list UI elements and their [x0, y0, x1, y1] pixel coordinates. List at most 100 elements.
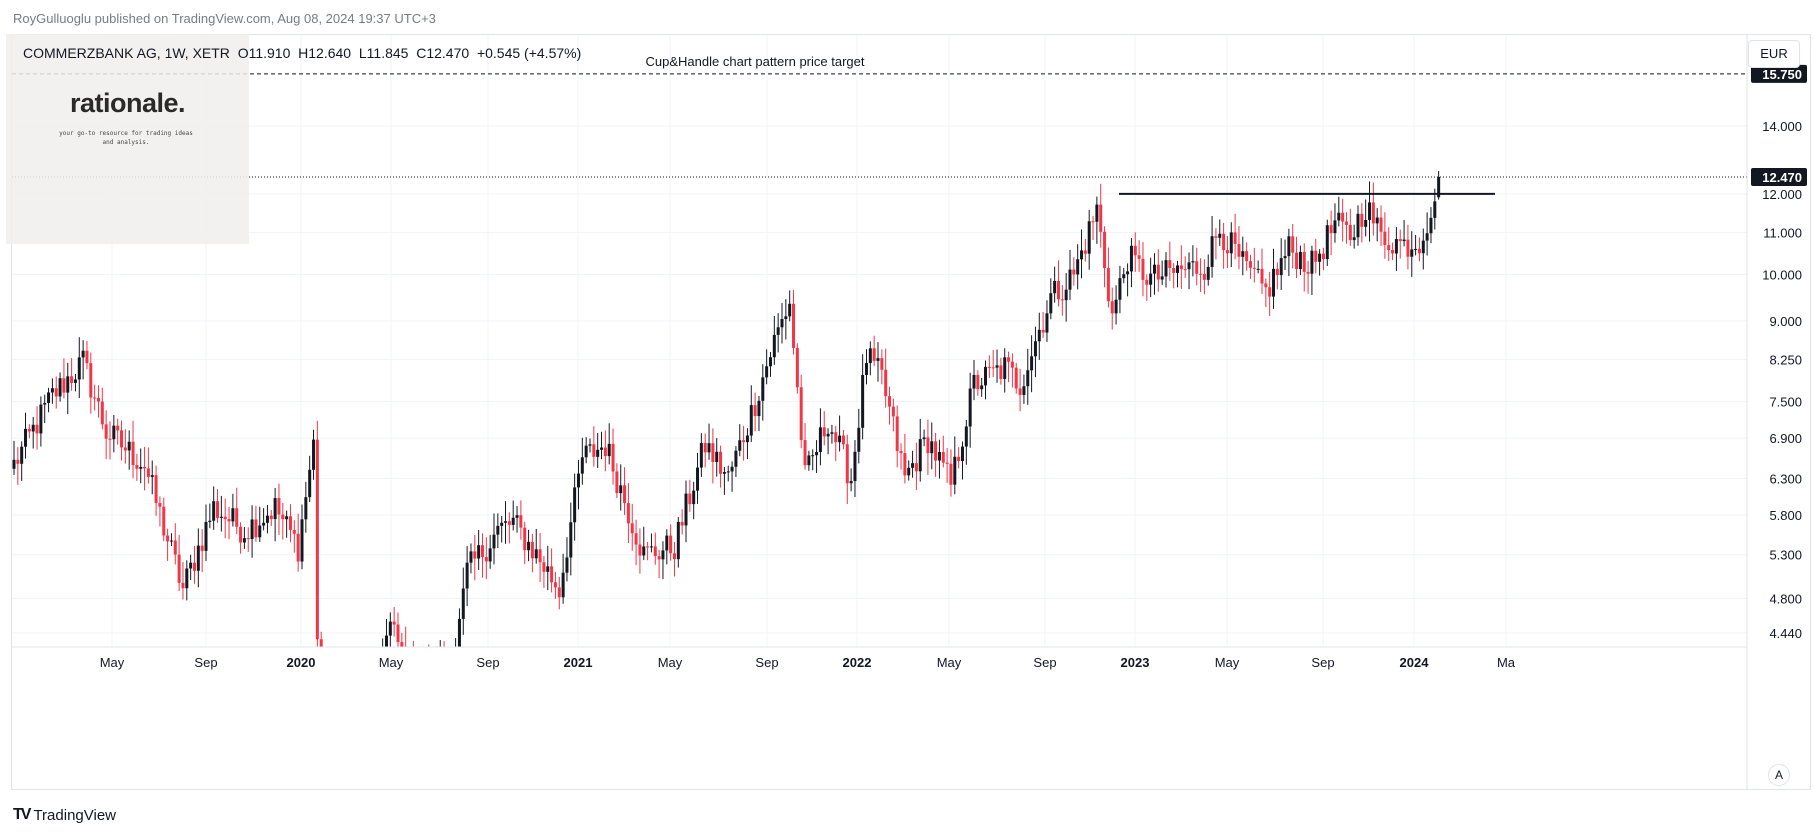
candle-body	[477, 545, 481, 559]
candle-body	[1383, 231, 1387, 246]
candle-body	[1103, 231, 1107, 269]
candle-body	[1191, 261, 1195, 263]
candle-body	[166, 535, 170, 542]
candle-body	[949, 463, 953, 485]
candle-body	[435, 659, 438, 676]
candle-body	[1368, 202, 1372, 221]
candle-body	[273, 498, 277, 520]
candle-body	[849, 481, 853, 484]
candle-body	[461, 588, 465, 619]
chart-panel[interactable]: Cup&Handle chart pattern price target 4.4…	[11, 34, 1811, 790]
candle-body	[465, 562, 469, 589]
candle-body	[1083, 250, 1087, 254]
candle-body	[135, 465, 139, 469]
candle-body	[269, 515, 273, 520]
candle-body	[1156, 264, 1160, 280]
candle-body	[81, 350, 85, 358]
candle-body	[35, 424, 39, 434]
price-tick-label: 12.000	[1762, 187, 1802, 202]
candle-body	[1341, 212, 1345, 222]
candle-body	[1064, 289, 1068, 301]
candle-body	[596, 449, 600, 457]
candle-body	[281, 514, 285, 520]
candle-body	[784, 316, 788, 319]
candle-body	[1406, 239, 1410, 257]
candle-body	[615, 471, 619, 494]
candle-body	[588, 444, 592, 446]
candle-body	[120, 430, 124, 448]
candle-body	[573, 487, 577, 523]
time-tick-label: May	[937, 655, 962, 670]
candlestick-chart[interactable]: Cup&Handle chart pattern price target 4.4…	[12, 35, 1810, 789]
candle-body	[242, 538, 246, 543]
candle-body	[354, 721, 357, 722]
candle-body	[527, 541, 531, 551]
candle-body	[742, 440, 746, 443]
candle-body	[504, 521, 508, 523]
candle-body	[934, 441, 938, 461]
candle-body	[339, 738, 342, 741]
time-tick-label: Ma	[1497, 655, 1516, 670]
candle-body	[676, 521, 680, 560]
candle-body	[484, 557, 488, 562]
candle-body	[1371, 202, 1375, 224]
candle-body	[1218, 233, 1222, 238]
candle-body	[246, 538, 250, 540]
candle-body	[396, 624, 400, 643]
candle-body	[31, 424, 35, 432]
candle-body	[58, 378, 62, 397]
candle-body	[1321, 253, 1325, 260]
tradingview-logo[interactable]: TV TradingView	[13, 806, 116, 824]
candle-body	[872, 348, 876, 361]
candle-body	[1272, 268, 1276, 297]
candle-body	[112, 425, 116, 440]
candle-body	[619, 485, 623, 494]
candle-body	[304, 497, 308, 520]
time-tick-label: 2020	[287, 655, 316, 670]
candle-body	[876, 358, 880, 361]
candle-body	[1264, 283, 1268, 288]
candle-body	[857, 427, 861, 452]
candle-body	[788, 303, 792, 317]
candle-body	[761, 377, 765, 401]
candle-body	[1248, 261, 1252, 268]
currency-button[interactable]: EUR	[1748, 40, 1800, 68]
candle-body	[780, 318, 784, 328]
price-tick-label: 4.440	[1769, 626, 1802, 641]
tradingview-logo-text: TradingView	[33, 806, 116, 824]
candle-body	[308, 469, 312, 498]
candle-body	[696, 467, 700, 491]
symbol-name[interactable]: COMMERZBANK AG, 1W, XETR	[23, 45, 230, 61]
target-label: Cup&Handle chart pattern price target	[646, 54, 865, 69]
candle-body	[1425, 233, 1429, 241]
candle-body	[1429, 217, 1433, 234]
candle-body	[1394, 239, 1398, 254]
candle-body	[265, 515, 269, 523]
candle-body	[980, 385, 984, 390]
candle-body	[1091, 221, 1095, 223]
candle-body	[1060, 299, 1064, 301]
candle-body	[1049, 293, 1053, 314]
candle-body	[416, 685, 419, 692]
candle-body	[392, 621, 396, 625]
candle-body	[726, 471, 730, 473]
candle-body	[1007, 357, 1011, 362]
candle-body	[189, 562, 193, 569]
candle-body	[815, 451, 819, 456]
candle-body	[1360, 213, 1364, 227]
candle-body	[861, 374, 865, 428]
candle-body	[358, 704, 361, 723]
candle-body	[1041, 329, 1045, 333]
candle-body	[834, 432, 838, 443]
auto-scale-button[interactable]: A	[1768, 764, 1790, 786]
candle-body	[1260, 268, 1264, 284]
candle-body	[792, 303, 796, 348]
candle-body	[24, 428, 28, 447]
candle-body	[312, 439, 316, 470]
candle-body	[1195, 261, 1199, 274]
candle-body	[1410, 249, 1414, 257]
time-tick-label: 2023	[1121, 655, 1150, 670]
candle-body	[100, 401, 104, 425]
candle-body	[826, 433, 830, 437]
time-tick-label: 2024	[1400, 655, 1430, 670]
